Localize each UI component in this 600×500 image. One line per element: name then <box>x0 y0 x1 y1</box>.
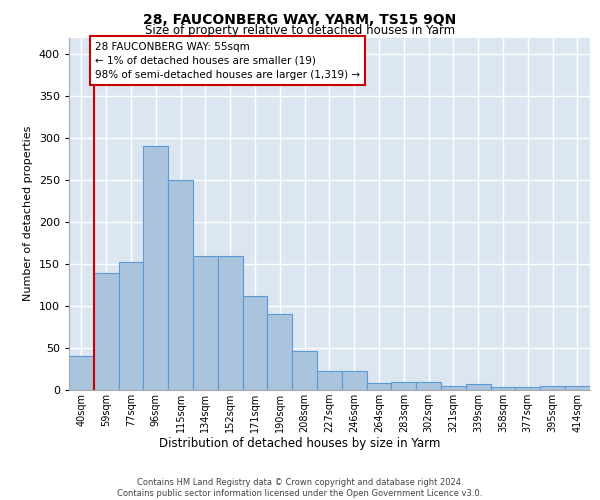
Y-axis label: Number of detached properties: Number of detached properties <box>23 126 33 302</box>
Bar <box>69 356 94 390</box>
Bar <box>168 180 193 390</box>
Bar <box>367 384 391 390</box>
Text: Contains HM Land Registry data © Crown copyright and database right 2024.
Contai: Contains HM Land Registry data © Crown c… <box>118 478 482 498</box>
Bar <box>466 384 491 390</box>
Bar <box>441 386 466 390</box>
Bar <box>292 352 317 390</box>
Bar <box>268 314 292 390</box>
Bar <box>416 382 441 390</box>
Text: Size of property relative to detached houses in Yarm: Size of property relative to detached ho… <box>145 24 455 37</box>
Bar <box>342 370 367 390</box>
Bar <box>491 388 515 390</box>
Bar <box>242 296 268 390</box>
Text: 28 FAUCONBERG WAY: 55sqm
← 1% of detached houses are smaller (19)
98% of semi-de: 28 FAUCONBERG WAY: 55sqm ← 1% of detache… <box>95 42 360 80</box>
Bar <box>193 256 218 390</box>
Text: 28, FAUCONBERG WAY, YARM, TS15 9QN: 28, FAUCONBERG WAY, YARM, TS15 9QN <box>143 12 457 26</box>
Bar <box>94 272 119 390</box>
Bar <box>565 386 590 390</box>
Text: Distribution of detached houses by size in Yarm: Distribution of detached houses by size … <box>160 437 440 450</box>
Bar <box>317 370 342 390</box>
Bar <box>218 256 242 390</box>
Bar <box>515 388 540 390</box>
Bar <box>143 146 168 390</box>
Bar <box>119 262 143 390</box>
Bar <box>391 382 416 390</box>
Bar <box>540 386 565 390</box>
